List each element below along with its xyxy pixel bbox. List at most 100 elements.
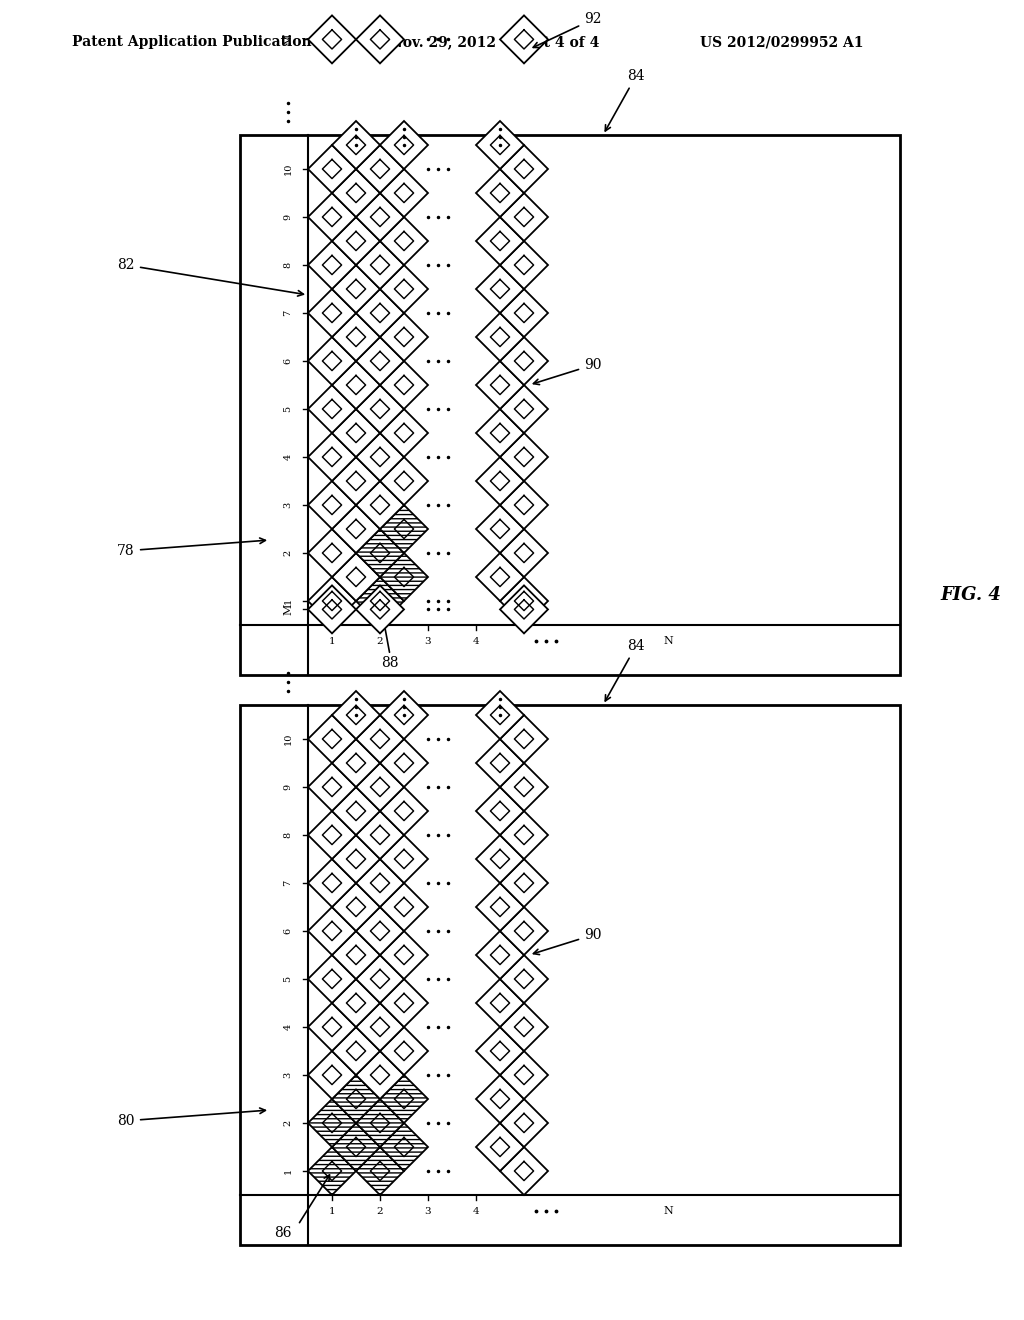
Text: 84: 84 xyxy=(605,639,645,701)
Text: 84: 84 xyxy=(605,69,645,131)
Polygon shape xyxy=(332,931,380,979)
Text: 6: 6 xyxy=(284,928,293,935)
Polygon shape xyxy=(476,216,524,265)
Polygon shape xyxy=(332,690,380,739)
Polygon shape xyxy=(308,1100,356,1147)
Polygon shape xyxy=(308,289,356,337)
Polygon shape xyxy=(380,931,428,979)
Text: 3: 3 xyxy=(284,1072,293,1078)
Polygon shape xyxy=(380,553,428,601)
Polygon shape xyxy=(308,715,356,763)
Text: US 2012/0299952 A1: US 2012/0299952 A1 xyxy=(700,36,863,49)
Polygon shape xyxy=(380,457,428,506)
Polygon shape xyxy=(500,954,548,1003)
Polygon shape xyxy=(308,1003,356,1051)
Text: 5: 5 xyxy=(284,407,293,412)
Polygon shape xyxy=(380,739,428,787)
Polygon shape xyxy=(308,16,356,63)
Polygon shape xyxy=(308,145,356,193)
Polygon shape xyxy=(308,577,356,624)
Polygon shape xyxy=(380,1123,428,1171)
Text: 3: 3 xyxy=(425,1206,431,1216)
Polygon shape xyxy=(476,931,524,979)
Text: M: M xyxy=(283,603,293,615)
Polygon shape xyxy=(332,169,380,216)
Text: 3: 3 xyxy=(425,636,431,645)
Text: 90: 90 xyxy=(534,358,601,384)
Text: 4: 4 xyxy=(473,1206,479,1216)
Text: 3: 3 xyxy=(284,502,293,508)
Polygon shape xyxy=(332,409,380,457)
Text: 1: 1 xyxy=(284,1168,293,1173)
Polygon shape xyxy=(500,859,548,907)
Polygon shape xyxy=(476,169,524,216)
Polygon shape xyxy=(308,529,356,577)
Polygon shape xyxy=(500,145,548,193)
Polygon shape xyxy=(476,690,524,739)
Polygon shape xyxy=(332,739,380,787)
Polygon shape xyxy=(476,265,524,313)
Text: 2: 2 xyxy=(284,1119,293,1126)
Polygon shape xyxy=(332,457,380,506)
Polygon shape xyxy=(476,457,524,506)
Polygon shape xyxy=(500,433,548,480)
Polygon shape xyxy=(308,763,356,810)
Polygon shape xyxy=(332,360,380,409)
Polygon shape xyxy=(332,883,380,931)
Polygon shape xyxy=(356,16,404,63)
Text: 4: 4 xyxy=(284,1024,293,1030)
Polygon shape xyxy=(380,883,428,931)
Polygon shape xyxy=(500,585,548,634)
Polygon shape xyxy=(476,739,524,787)
Polygon shape xyxy=(308,859,356,907)
Polygon shape xyxy=(308,433,356,480)
Polygon shape xyxy=(356,337,404,385)
Text: 1: 1 xyxy=(284,598,293,605)
Polygon shape xyxy=(476,787,524,836)
Text: Nov. 29, 2012  Sheet 4 of 4: Nov. 29, 2012 Sheet 4 of 4 xyxy=(390,36,599,49)
Text: 4: 4 xyxy=(284,454,293,461)
Text: 10: 10 xyxy=(284,733,293,746)
Text: FIG. 4: FIG. 4 xyxy=(940,586,1000,605)
Polygon shape xyxy=(500,1051,548,1100)
Text: 9: 9 xyxy=(284,214,293,220)
Polygon shape xyxy=(476,1123,524,1171)
Polygon shape xyxy=(308,1051,356,1100)
Polygon shape xyxy=(500,810,548,859)
Bar xyxy=(240,135,900,675)
Polygon shape xyxy=(500,763,548,810)
Polygon shape xyxy=(500,242,548,289)
Polygon shape xyxy=(356,859,404,907)
Text: Patent Application Publication: Patent Application Publication xyxy=(72,36,311,49)
Polygon shape xyxy=(356,193,404,242)
Text: 8: 8 xyxy=(284,261,293,268)
Polygon shape xyxy=(500,1100,548,1147)
Polygon shape xyxy=(500,715,548,763)
Polygon shape xyxy=(308,1147,356,1195)
Polygon shape xyxy=(500,480,548,529)
Text: 9: 9 xyxy=(284,784,293,791)
Polygon shape xyxy=(380,787,428,836)
Polygon shape xyxy=(500,577,548,624)
Polygon shape xyxy=(332,313,380,360)
Polygon shape xyxy=(356,529,404,577)
Text: 2: 2 xyxy=(284,550,293,556)
Polygon shape xyxy=(308,480,356,529)
Polygon shape xyxy=(476,409,524,457)
Polygon shape xyxy=(356,1003,404,1051)
Polygon shape xyxy=(500,16,548,63)
Text: 78: 78 xyxy=(118,539,265,558)
Text: 6: 6 xyxy=(284,358,293,364)
Text: 7: 7 xyxy=(284,310,293,315)
Bar xyxy=(240,705,900,1245)
Polygon shape xyxy=(356,810,404,859)
Polygon shape xyxy=(356,385,404,433)
Polygon shape xyxy=(500,529,548,577)
Polygon shape xyxy=(332,216,380,265)
Text: 82: 82 xyxy=(118,257,303,296)
Polygon shape xyxy=(356,715,404,763)
Text: 88: 88 xyxy=(381,656,398,671)
Text: N: N xyxy=(664,1206,673,1216)
Polygon shape xyxy=(476,979,524,1027)
Polygon shape xyxy=(308,585,356,634)
